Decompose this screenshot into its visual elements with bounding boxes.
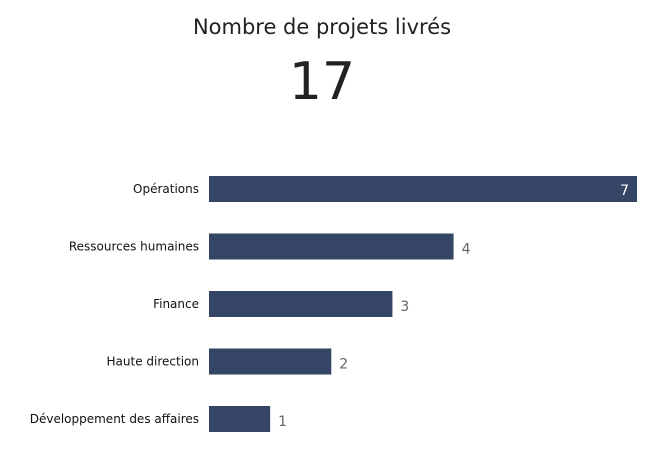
bar: [209, 406, 271, 432]
bar: [209, 233, 454, 260]
bar-group: Haute direction 2: [107, 348, 348, 375]
value-label: 7: [620, 183, 629, 199]
category-label: Développement des affaires: [30, 412, 199, 426]
value-label: 1: [278, 414, 287, 430]
bar-group: Développement des affaires 1: [30, 406, 287, 432]
category-label: Opérations: [133, 182, 199, 196]
kpi-value: 17: [288, 52, 356, 112]
category-label: Haute direction: [107, 355, 199, 369]
category-label: Ressources humaines: [69, 240, 199, 254]
value-label: 4: [462, 242, 471, 258]
category-label: Finance: [153, 297, 199, 311]
bar-group: Ressources humaines 4: [69, 233, 471, 260]
bar: [209, 348, 332, 375]
bar: [209, 291, 393, 317]
kpi-title: Nombre de projets livrés: [192, 15, 452, 39]
value-label: 3: [400, 299, 409, 315]
bar-group: Opérations 7: [133, 176, 637, 202]
bar: [209, 176, 637, 202]
value-label: 2: [339, 357, 348, 373]
bar-group: Finance 3: [153, 291, 409, 317]
